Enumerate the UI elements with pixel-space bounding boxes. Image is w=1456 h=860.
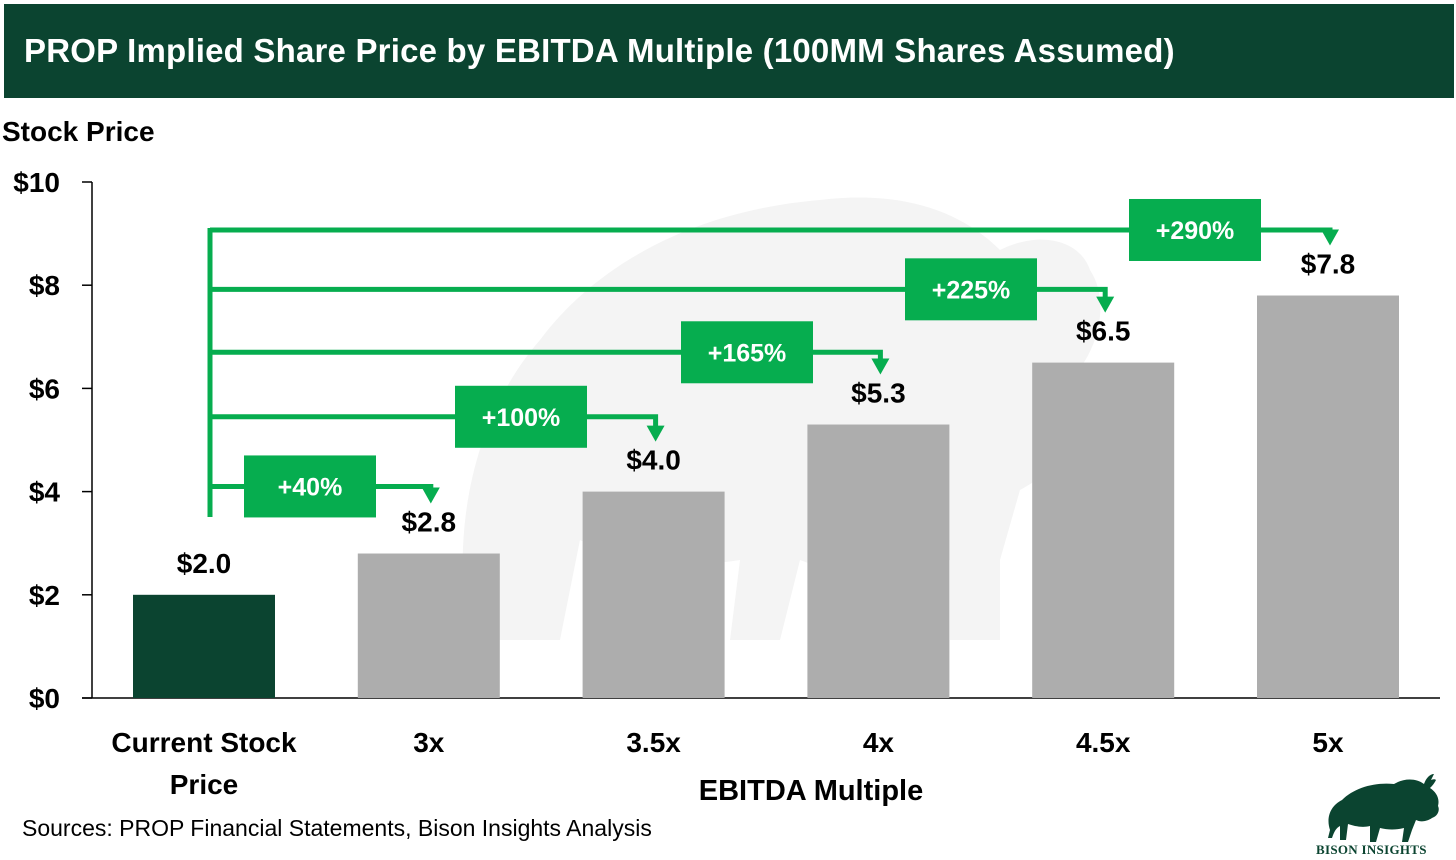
labels: $2.0 Current Stock Price $2.8 3x $4.0 3.5x $5.3… [111, 249, 1355, 807]
axes: $0 $2 $4 $6 $8 $10 [13, 167, 1440, 714]
bars [133, 295, 1399, 698]
category-label: 3.5x [626, 727, 681, 758]
annotation-box [681, 321, 813, 384]
value-label: $7.8 [1301, 249, 1356, 280]
bar-4-5x [1032, 362, 1175, 698]
bar-5x [1257, 295, 1399, 698]
annotation-box [905, 258, 1037, 321]
annotation-connector [210, 286, 1108, 299]
category-label: 3x [413, 727, 445, 758]
arrow-down-icon [871, 358, 890, 375]
arrow-down-icon [1096, 296, 1115, 313]
arrow-down-icon [646, 425, 665, 442]
y-tick-label: $10 [13, 167, 60, 198]
y-tick-label: $2 [29, 580, 60, 611]
y-axis-title: Stock Price [2, 116, 155, 147]
y-tick-label: $4 [29, 477, 61, 508]
value-label: $5.3 [851, 378, 906, 409]
value-label: $4.0 [626, 445, 681, 476]
annotation-label: +100% [482, 404, 561, 432]
bar-current-stock-price [133, 594, 275, 698]
y-tick-label: $6 [29, 373, 60, 404]
annotation-box [244, 455, 376, 518]
logo-text: BISON INSIGHTS [1316, 842, 1427, 857]
arrow-down-icon [421, 487, 440, 504]
value-label: $2.0 [177, 548, 232, 579]
growth-annotations: +40% +100% +165% +225% +290% [207, 198, 1339, 518]
title-bar: PROP Implied Share Price by EBITDA Multi… [4, 4, 1454, 98]
value-label: $2.8 [402, 507, 457, 538]
bison-icon [1328, 774, 1439, 842]
value-label: $6.5 [1076, 316, 1131, 347]
annotation-label: +40% [278, 473, 343, 501]
category-label: Current Stock [111, 727, 297, 758]
category-label: 4x [863, 727, 895, 758]
annotation-box [1129, 198, 1261, 261]
bar-3x [357, 553, 500, 698]
annotation-connector [210, 414, 659, 428]
y-tick-label: $8 [29, 270, 60, 301]
x-axis-title: EBITDA Multiple [699, 775, 923, 807]
y-tick-label: $0 [29, 683, 60, 714]
category-label: Price [170, 769, 239, 800]
annotation-label: +290% [1156, 217, 1235, 245]
category-label: 5x [1312, 727, 1344, 758]
annotation-label: +225% [932, 276, 1011, 304]
bar-4x [807, 424, 950, 698]
annotation-connector [210, 349, 883, 361]
category-label: 4.5x [1076, 727, 1131, 758]
annotation-box [455, 385, 587, 448]
bar-3-5x [582, 491, 725, 698]
source-note: Sources: PROP Financial Statements, Biso… [22, 815, 652, 841]
arrow-down-icon [1321, 229, 1339, 246]
annotation-label: +165% [708, 339, 787, 367]
chart-title: PROP Implied Share Price by EBITDA Multi… [24, 32, 1175, 69]
